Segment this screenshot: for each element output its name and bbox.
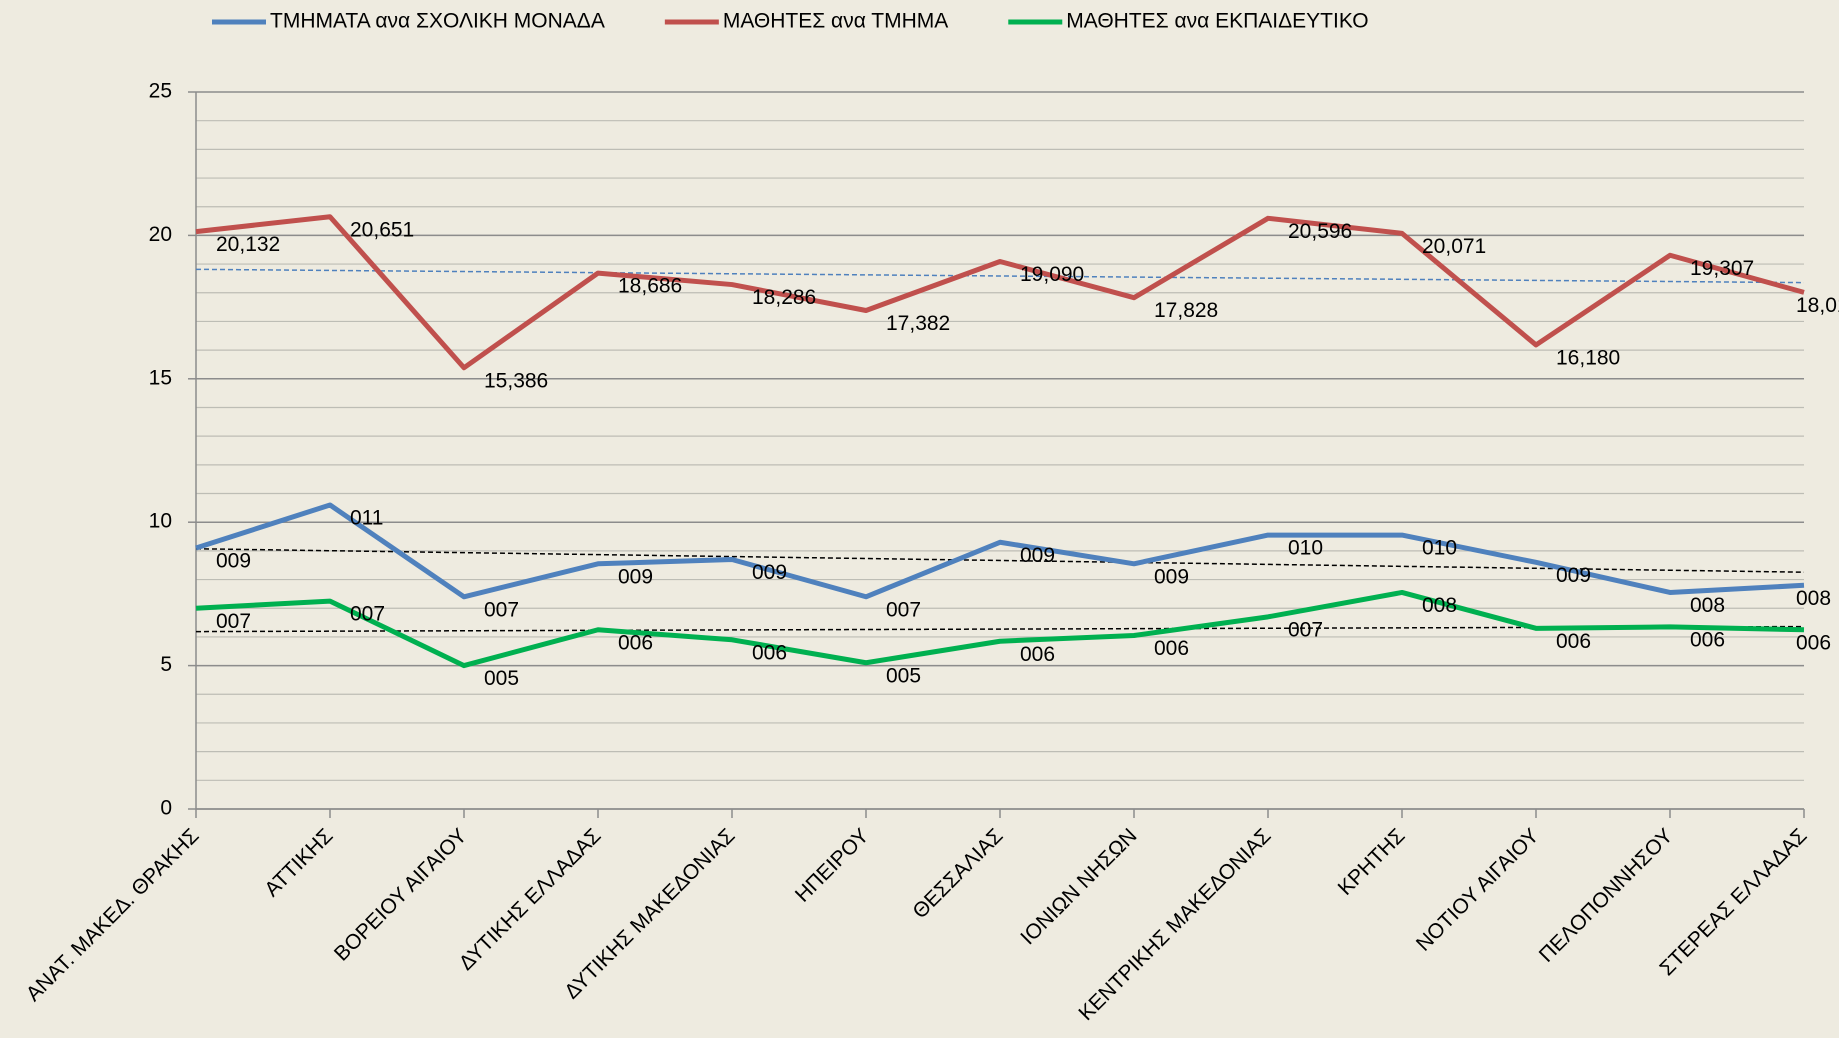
data-label: 011 bbox=[350, 507, 383, 530]
y-tick-label: 20 bbox=[149, 223, 172, 246]
legend-label: ΜΑΘΗΤΕΣ ανα ΤΜΗΜΑ bbox=[723, 10, 948, 33]
data-label: 008 bbox=[1422, 594, 1457, 617]
x-tick-label: ΣΤΕΡΕΑΣ ΕΛΛΑΔΑΣ bbox=[1655, 824, 1811, 980]
y-tick-label: 5 bbox=[160, 653, 172, 676]
data-label: 007 bbox=[1288, 618, 1323, 641]
data-label: 15,386 bbox=[484, 369, 548, 392]
x-tick-label: ΙΟΝΙΩΝ ΝΗΣΩΝ bbox=[1016, 824, 1141, 949]
x-tick-label: ΠΕΛΟΠΟΝΝΗΣΟΥ bbox=[1535, 824, 1678, 967]
legend-label: ΤΜΗΜΑΤΑ ανα ΣΧΟΛΙΚΗ ΜΟΝΑΔΑ bbox=[270, 10, 605, 33]
data-label: 005 bbox=[886, 664, 921, 687]
data-label: 006 bbox=[618, 631, 653, 654]
data-label: 007 bbox=[216, 610, 251, 633]
x-tick-label: ΝΟΤΙΟΥ ΑΙΓΑΙΟΥ bbox=[1412, 824, 1544, 956]
x-tick-label: ΔΥΤΙΚΗΣ ΕΛΛΑΔΑΣ bbox=[455, 824, 606, 975]
data-label: 006 bbox=[1796, 631, 1831, 654]
x-tick-label: ΑΝΑΤ. ΜΑΚΕΔ. ΘΡΑΚΗΣ bbox=[22, 824, 204, 1006]
data-label: 009 bbox=[1020, 544, 1055, 567]
data-label: 006 bbox=[752, 641, 787, 664]
data-label: 007 bbox=[886, 598, 921, 621]
x-tick-label: ΒΟΡΕΙΟΥ ΑΙΓΑΙΟΥ bbox=[330, 824, 472, 966]
data-label: 008 bbox=[1796, 587, 1831, 610]
x-tick-label: ΘΕΣΣΑΛΙΑΣ bbox=[908, 824, 1007, 923]
data-label: 17,828 bbox=[1154, 299, 1218, 322]
trendline bbox=[195, 268, 1805, 284]
data-label: 18,686 bbox=[618, 275, 682, 298]
x-tick-label: ΑΤΤΙΚΗΣ bbox=[260, 824, 337, 901]
x-tick-label: ΚΡΗΤΗΣ bbox=[1334, 824, 1410, 900]
series-line bbox=[195, 214, 1805, 371]
series-line bbox=[195, 589, 1805, 669]
data-label: 19,090 bbox=[1020, 263, 1084, 286]
data-label: 010 bbox=[1422, 537, 1457, 560]
data-label: 010 bbox=[1288, 537, 1323, 560]
legend-label: ΜΑΘΗΤΕΣ ανα ΕΚΠΑΙΔΕΥΤΙΚΟ bbox=[1066, 10, 1368, 33]
data-label: 18,286 bbox=[752, 286, 816, 309]
y-tick-label: 10 bbox=[149, 510, 172, 533]
data-label: 17,382 bbox=[886, 312, 950, 335]
data-label: 008 bbox=[1690, 594, 1725, 617]
data-label: 20,071 bbox=[1422, 235, 1486, 258]
data-label: 20,132 bbox=[216, 233, 280, 256]
data-label: 006 bbox=[1154, 637, 1189, 660]
x-tick-label: ΗΠΕΙΡΟΥ bbox=[791, 824, 874, 907]
data-label: 18,013 bbox=[1796, 294, 1839, 317]
y-tick-label: 15 bbox=[149, 366, 172, 389]
y-tick-label: 0 bbox=[160, 797, 172, 820]
data-label: 20,651 bbox=[350, 218, 414, 241]
data-label: 007 bbox=[350, 603, 385, 626]
data-label: 007 bbox=[484, 598, 519, 621]
y-tick-label: 25 bbox=[149, 80, 172, 103]
data-label: 009 bbox=[216, 550, 251, 573]
data-label: 19,307 bbox=[1690, 257, 1754, 280]
data-label: 009 bbox=[1556, 564, 1591, 587]
data-label: 009 bbox=[618, 565, 653, 588]
data-label: 009 bbox=[1154, 565, 1189, 588]
data-label: 009 bbox=[752, 561, 787, 584]
data-label: 20,596 bbox=[1288, 220, 1352, 243]
trendline bbox=[195, 548, 1805, 573]
data-label: 006 bbox=[1020, 643, 1055, 666]
data-label: 16,180 bbox=[1556, 347, 1620, 370]
data-label: 005 bbox=[484, 667, 519, 690]
data-label: 006 bbox=[1556, 630, 1591, 653]
series-line bbox=[195, 502, 1805, 600]
data-label: 006 bbox=[1690, 628, 1725, 651]
